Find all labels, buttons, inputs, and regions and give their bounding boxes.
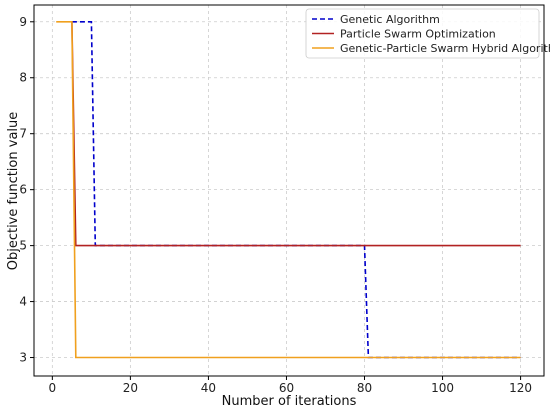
x-tick-label: 80 bbox=[357, 381, 372, 395]
y-tick-label: 3 bbox=[19, 351, 27, 365]
x-tick-label: 120 bbox=[509, 381, 532, 395]
grid bbox=[34, 5, 544, 376]
y-tick-label: 6 bbox=[19, 183, 27, 197]
y-tick-label: 7 bbox=[19, 127, 27, 141]
y-tick-label: 5 bbox=[19, 239, 27, 253]
y-axis-label: Objective function value bbox=[6, 112, 21, 271]
x-axis-label: Number of iterations bbox=[222, 394, 357, 409]
plot-frame bbox=[33, 4, 545, 377]
x-tick-label: 20 bbox=[123, 381, 138, 395]
x-tick-label: 60 bbox=[279, 381, 294, 395]
x-tick-label: 0 bbox=[49, 381, 57, 395]
legend-label-2: Particle Swarm Optimization bbox=[340, 28, 496, 41]
y-tick-label: 8 bbox=[19, 71, 27, 85]
series-line-3 bbox=[56, 20, 521, 359]
series-layer bbox=[56, 20, 521, 359]
legend: Genetic Algorithm Particle Swarm Optimiza… bbox=[305, 8, 550, 59]
series-line-1 bbox=[71, 20, 521, 359]
x-tick-label: 100 bbox=[431, 381, 454, 395]
axis-ticks: 0 20 40 60 80 100 120 3 4 5 6 7 8 9 bbox=[19, 15, 532, 395]
y-tick-label: 4 bbox=[19, 295, 27, 309]
legend-label-1: Genetic Algorithm bbox=[340, 13, 440, 26]
legend-box bbox=[305, 8, 540, 59]
y-tick-label: 9 bbox=[19, 15, 27, 29]
legend-label-3: Genetic-Particle Swarm Hybrid Algorithm bbox=[340, 42, 550, 55]
x-tick-label: 40 bbox=[201, 381, 216, 395]
